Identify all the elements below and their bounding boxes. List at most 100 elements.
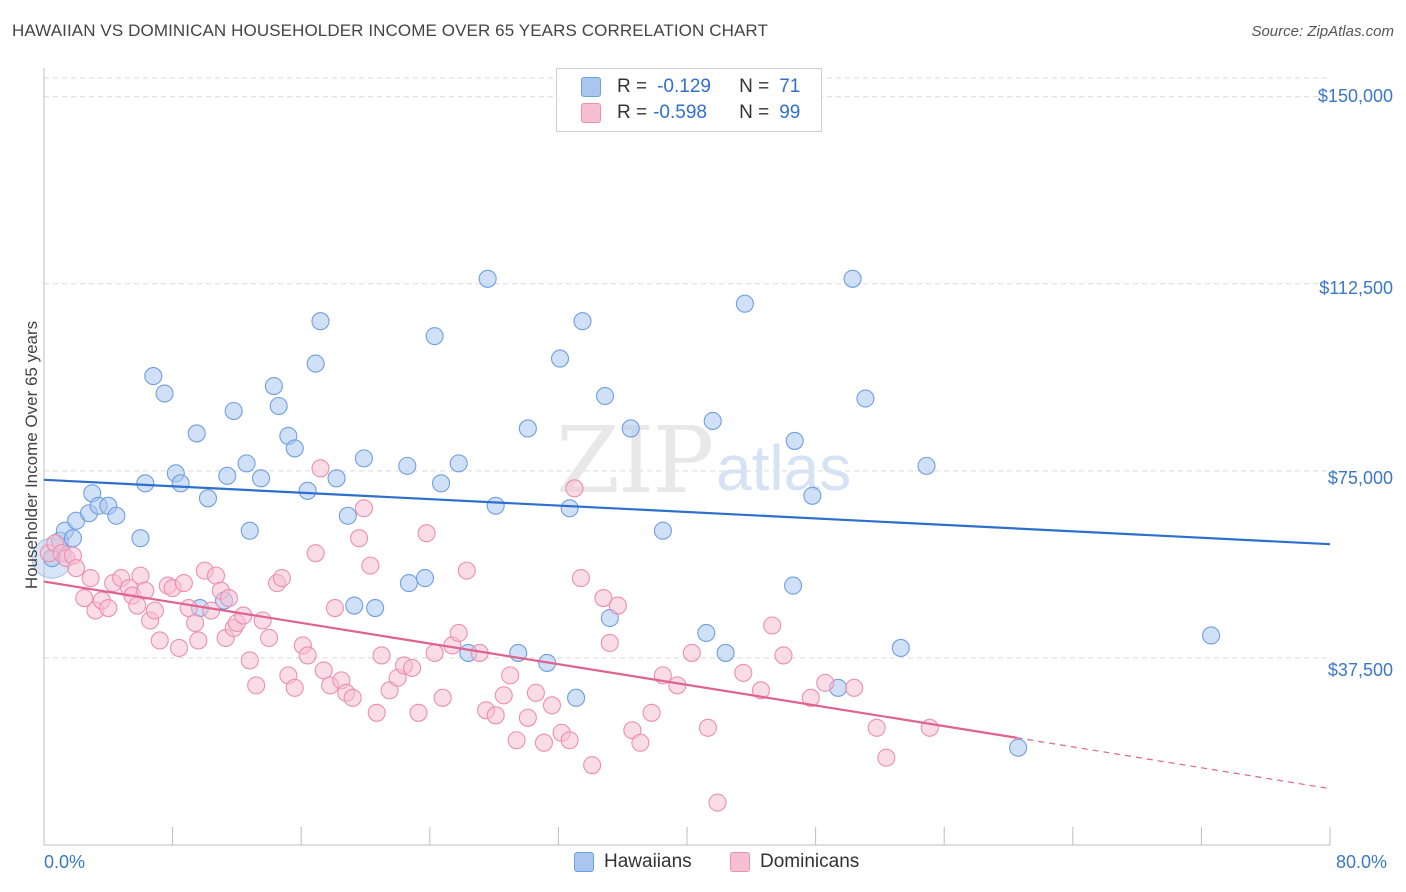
- data-point-dominicans: [600, 633, 619, 653]
- data-point-dominicans: [145, 601, 164, 620]
- data-point-hawaiians: [144, 367, 163, 386]
- data-point-hawaiians: [697, 623, 716, 643]
- data-point-dominicans: [433, 688, 452, 707]
- data-point-hawaiians: [198, 489, 218, 508]
- trend-line-dominicans: [43, 580, 1017, 739]
- data-point-hawaiians: [338, 506, 357, 525]
- data-point-dominicans: [361, 556, 380, 575]
- data-point-dominicans: [518, 708, 537, 727]
- data-point-dominicans: [259, 628, 279, 648]
- data-point-hawaiians: [735, 294, 754, 313]
- data-point-hawaiians: [843, 269, 862, 288]
- data-point-dominicans: [367, 703, 386, 722]
- data-point-hawaiians: [251, 469, 271, 488]
- legend-n-label: N =: [739, 102, 770, 123]
- data-point-dominicans: [708, 793, 727, 812]
- data-point-dominicans: [763, 616, 782, 635]
- axes: [43, 68, 1331, 846]
- data-point-dominicans: [449, 623, 468, 643]
- data-point-dominicans: [594, 589, 613, 608]
- legend-n-value-dominicans: 99: [779, 102, 801, 123]
- legend-swatch-dominicans: [730, 852, 750, 872]
- data-point-hawaiians: [784, 576, 803, 595]
- legend-r-value-dominicans: -0.598: [653, 102, 707, 123]
- data-point-dominicans: [285, 678, 304, 697]
- data-point-hawaiians: [131, 529, 150, 548]
- data-point-hawaiians: [478, 269, 497, 288]
- data-point-dominicans: [343, 688, 362, 707]
- data-point-dominicans: [174, 574, 193, 593]
- data-point-hawaiians: [354, 449, 373, 468]
- trend-line-dominicans-extension: [1016, 737, 1331, 790]
- y-tick-label-37500: $37,500: [1327, 660, 1393, 680]
- data-point-dominicans: [631, 733, 650, 752]
- data-point-hawaiians: [298, 481, 317, 500]
- data-point-hawaiians: [595, 386, 615, 406]
- data-point-dominicans: [403, 658, 422, 677]
- data-point-hawaiians: [621, 419, 640, 438]
- legend-n-value-hawaiians: 71: [779, 76, 801, 97]
- data-point-dominicans: [542, 696, 562, 715]
- data-point-dominicans: [534, 733, 553, 752]
- data-point-dominicans: [501, 666, 520, 685]
- data-point-hawaiians: [716, 643, 735, 662]
- data-point-hawaiians: [486, 496, 505, 515]
- trend-lines: [43, 478, 1331, 790]
- data-point-hawaiians: [399, 574, 418, 593]
- data-points: [31, 269, 1221, 812]
- data-point-dominicans: [682, 643, 701, 662]
- data-point-hawaiians: [1009, 738, 1028, 757]
- data-point-dominicans: [560, 731, 579, 750]
- data-point-hawaiians: [518, 419, 537, 438]
- legend-swatch-hawaiians: [581, 77, 601, 97]
- legend-r-label: R =: [617, 76, 648, 97]
- data-point-dominicans: [801, 688, 820, 707]
- data-point-hawaiians: [803, 486, 822, 505]
- data-point-dominicans: [571, 569, 590, 588]
- data-point-hawaiians: [63, 529, 82, 548]
- data-point-hawaiians: [264, 376, 283, 396]
- data-point-dominicans: [774, 646, 793, 665]
- data-point-dominicans: [298, 646, 317, 665]
- legend-swatch-hawaiians: [574, 852, 594, 872]
- data-point-hawaiians: [224, 401, 243, 421]
- data-point-hawaiians: [432, 474, 451, 493]
- data-point-dominicans: [202, 601, 221, 620]
- y-tick-label-150000: $150,000: [1317, 86, 1393, 106]
- watermark-atlas: atlas: [716, 432, 851, 504]
- legend-label-hawaiians: Hawaiians: [604, 851, 692, 872]
- data-point-hawaiians: [240, 521, 259, 540]
- data-point-hawaiians: [345, 596, 364, 615]
- data-point-hawaiians: [237, 454, 256, 473]
- data-point-dominicans: [734, 663, 753, 682]
- data-point-dominicans: [311, 459, 330, 478]
- data-point-dominicans: [75, 589, 94, 608]
- data-point-dominicans: [81, 569, 100, 588]
- data-point-dominicans: [494, 686, 513, 705]
- legend-r-label: R =: [617, 102, 648, 123]
- data-point-hawaiians: [366, 598, 385, 618]
- data-point-dominicans: [751, 681, 770, 700]
- legend-item-hawaiians[interactable]: Hawaiians: [574, 851, 692, 873]
- data-point-dominicans: [409, 703, 428, 722]
- data-point-hawaiians: [573, 312, 592, 331]
- data-point-hawaiians: [187, 424, 206, 443]
- data-point-hawaiians: [285, 439, 304, 458]
- data-point-dominicans: [350, 529, 369, 548]
- data-point-hawaiians: [171, 474, 190, 493]
- legend-n-label: N =: [739, 76, 770, 97]
- data-point-hawaiians: [136, 474, 155, 493]
- data-point-dominicans: [354, 499, 373, 518]
- legend-item-dominicans[interactable]: Dominicans: [730, 851, 859, 873]
- data-point-hawaiians: [269, 396, 288, 416]
- data-point-dominicans: [608, 596, 627, 615]
- data-point-dominicans: [642, 703, 661, 722]
- data-point-dominicans: [867, 718, 886, 737]
- y-axis-label: Householder Income Over 65 years: [22, 320, 41, 590]
- legend-r-value-hawaiians: -0.129: [657, 76, 711, 97]
- data-point-dominicans: [698, 718, 717, 737]
- data-point-dominicans: [486, 706, 505, 725]
- data-point-hawaiians: [785, 431, 804, 450]
- data-point-dominicans: [425, 643, 444, 662]
